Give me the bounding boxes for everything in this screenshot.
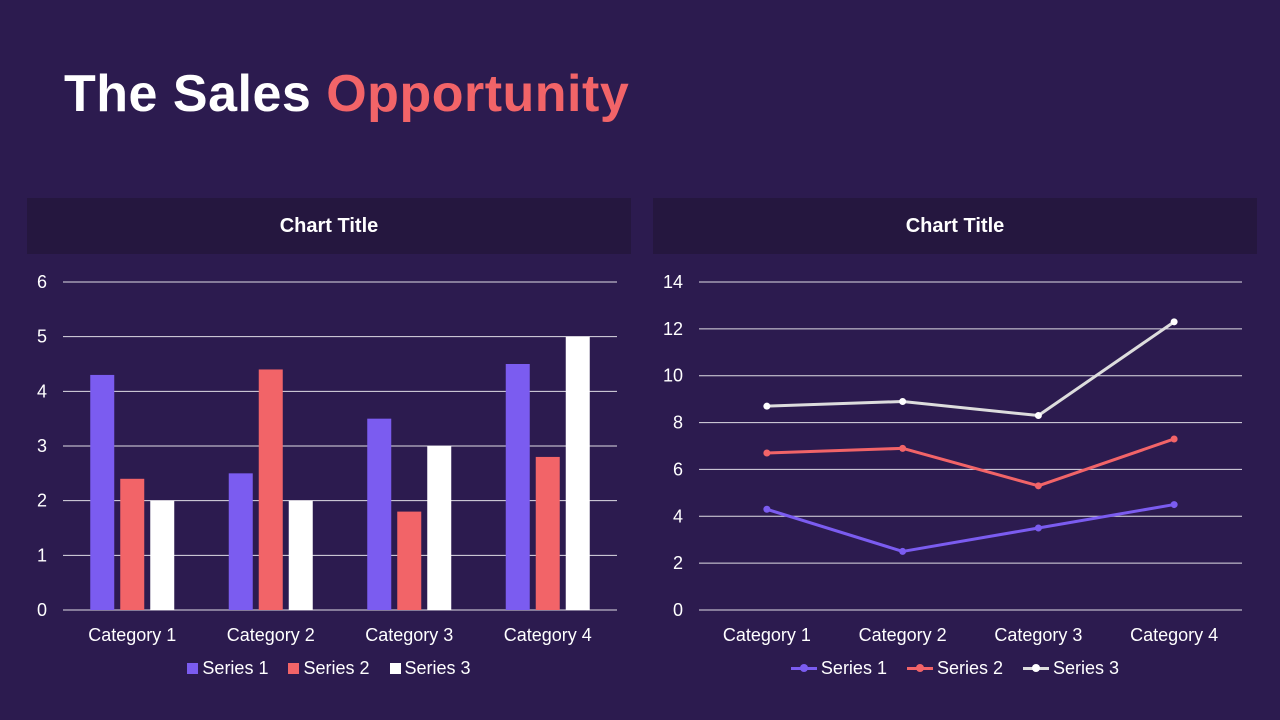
- y-tick-label: 6: [37, 272, 47, 292]
- bar-chart: 0 1 2 3 4 5 6 Category 1 Category 2 Category 3 Cat…: [37, 272, 617, 645]
- y-tick-label: 3: [37, 436, 47, 456]
- legend-label-series-2: Series 2: [303, 657, 370, 678]
- bar-series-1-cat-2: [228, 473, 253, 610]
- bar-series-1-cat-4: [505, 364, 530, 610]
- legend-marker-series-3: [1023, 663, 1050, 674]
- x-tick-label: Category 2: [859, 625, 947, 645]
- bar-chart-title: Chart Title: [27, 198, 631, 254]
- bar-series-3-cat-3: [427, 446, 452, 610]
- bar-series-2-cat-4: [535, 456, 560, 610]
- series-1-point: [899, 547, 907, 555]
- legend-label-series-2: Series 2: [936, 657, 1004, 678]
- bar-series-1-cat-1: [90, 374, 115, 610]
- legend-label-series-3: Series 3: [1053, 657, 1120, 678]
- legend-swatch-series-2: [288, 662, 300, 674]
- bar-series-3-cat-1: [150, 500, 175, 610]
- bar-series-2-cat-1: [120, 478, 145, 610]
- legend-marker-series-2: [906, 663, 933, 674]
- y-tick-label: 4: [673, 506, 683, 526]
- series-1-point: [1170, 501, 1178, 509]
- bar-series-2-cat-3: [397, 511, 422, 610]
- legend-marker-series-1: [790, 663, 817, 674]
- series-2-point: [1034, 482, 1042, 490]
- line-chart-legend: Series 1 Series 2 Series 3: [653, 656, 1257, 680]
- series-2-line: [766, 437, 1175, 488]
- legend-label-series-3: Series 3: [404, 657, 471, 678]
- y-tick-label: 4: [37, 381, 47, 401]
- y-tick-label: 2: [673, 553, 683, 573]
- series-2-point: [1170, 435, 1178, 443]
- bar-series-3-cat-2: [288, 500, 313, 610]
- bar-chart-panel: 0 1 2 3 4 5 6 Category 1 Category 2 Category 3 Cat…: [27, 198, 631, 698]
- y-tick-label: 0: [673, 600, 683, 620]
- series-3-line: [766, 320, 1175, 418]
- series-3-point: [899, 397, 907, 405]
- x-tick-label: Category 4: [504, 625, 592, 645]
- series-2-point: [763, 449, 771, 457]
- bar-series-1-cat-3: [367, 418, 392, 610]
- legend-label-series-1: Series 1: [820, 657, 887, 678]
- legend-swatch-series-3: [389, 662, 401, 674]
- legend-item-series-1: Series 1: [187, 658, 268, 679]
- legend-item-series-3: Series 3: [389, 657, 471, 679]
- x-tick-label: Category 1: [723, 625, 811, 645]
- y-tick-label: 2: [37, 491, 47, 511]
- legend-swatch-series-1: [187, 662, 199, 674]
- bar-series-3-cat-4: [565, 336, 590, 610]
- legend-item-series-3: Series 3: [1023, 658, 1119, 679]
- series-1-point: [763, 505, 771, 513]
- series-1-point: [1034, 524, 1042, 532]
- legend-item-series-1: Series 1: [790, 657, 887, 679]
- bar-series-2-cat-2: [258, 369, 283, 610]
- x-tick-label: Category 1: [88, 625, 176, 645]
- slide-title-accent: Opportunity: [326, 65, 630, 123]
- line-chart: 0 2 4 6 8 10 12 14 Category 1 Category 2 Category …: [663, 272, 1242, 645]
- line-chart-panel: 0 2 4 6 8 10 12 14 Category 1 Category 2 Category …: [653, 198, 1257, 698]
- y-tick-label: 1: [37, 545, 47, 565]
- series-3-point: [763, 402, 771, 410]
- slide-title-main: The Sales: [64, 65, 327, 123]
- series-3-point: [1170, 318, 1178, 326]
- y-tick-label: 14: [663, 272, 683, 292]
- y-tick-label: 0: [37, 600, 47, 620]
- x-tick-label: Category 3: [365, 625, 453, 645]
- series-3-point: [1034, 412, 1042, 420]
- x-tick-label: Category 2: [227, 625, 315, 645]
- bar-chart-legend: Series 1 Series 2 Series 3: [27, 656, 631, 680]
- line-chart-title: Chart Title: [653, 198, 1257, 254]
- y-tick-label: 6: [673, 459, 683, 479]
- legend-label-series-1: Series 1: [202, 657, 269, 678]
- y-tick-label: 12: [663, 319, 683, 339]
- x-tick-label: Category 3: [994, 625, 1082, 645]
- y-tick-label: 10: [663, 366, 683, 386]
- y-tick-label: 5: [37, 327, 47, 347]
- slide-title: The Sales Opportunity: [64, 64, 629, 124]
- x-tick-label: Category 4: [1130, 625, 1218, 645]
- series-2-point: [899, 444, 907, 452]
- legend-item-series-2: Series 2: [906, 657, 1004, 679]
- series-1-line: [766, 503, 1175, 553]
- y-tick-label: 8: [673, 413, 683, 433]
- legend-item-series-2: Series 2: [288, 657, 370, 679]
